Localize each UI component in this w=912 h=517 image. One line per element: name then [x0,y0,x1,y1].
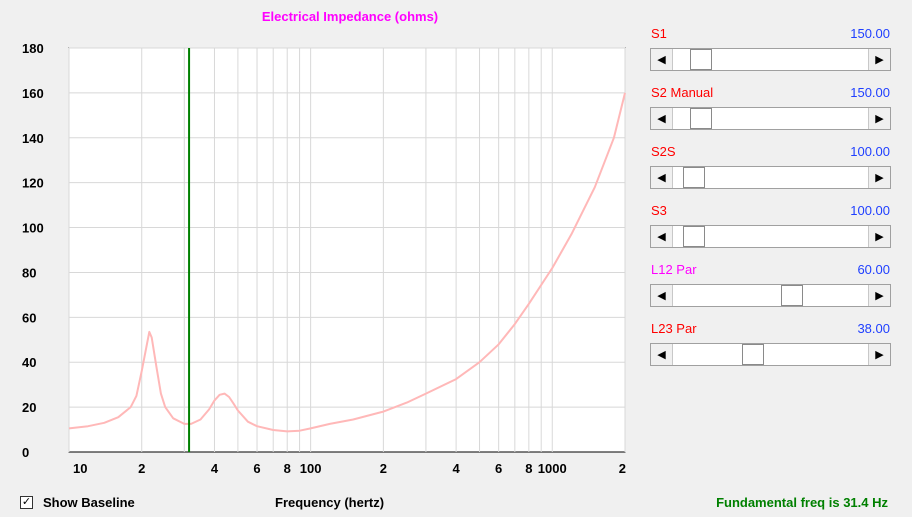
slider-scrollbar[interactable]: ◀ ▶ [650,107,891,130]
scroll-left-button[interactable]: ◀ [651,108,673,129]
y-tick-label: 160 [22,86,44,101]
slider-thumb[interactable] [742,344,764,365]
x-tick-label: 8 [525,461,532,476]
x-tick-label: 6 [253,461,260,476]
fundamental-freq-status: Fundamental freq is 31.4 Hz [716,495,888,510]
scroll-right-button[interactable]: ▶ [868,167,890,188]
slider-label: S2S [651,144,676,159]
scroll-left-button[interactable]: ◀ [651,344,673,365]
show-baseline-label[interactable]: Show Baseline [43,495,135,510]
slider-value: 100.00 [850,144,890,159]
slider-scrollbar[interactable]: ◀ ▶ [650,284,891,307]
x-tick-label: 100 [300,461,322,476]
x-axis-ticks: 10 2 4 6 8 100 2 4 6 8 1000 2 [73,461,626,476]
x-tick-label: 8 [284,461,291,476]
slider-scrollbar[interactable]: ◀ ▶ [650,343,891,366]
slider-thumb[interactable] [689,49,712,70]
slider-value: 60.00 [857,262,890,277]
slider-label: S1 [651,26,667,41]
slider-value: 38.00 [857,321,890,336]
y-tick-label: 0 [22,445,29,460]
x-tick-label: 2 [380,461,387,476]
slider-label: S2 Manual [651,85,714,100]
scroll-right-button[interactable]: ▶ [868,49,890,70]
y-tick-label: 100 [22,221,44,236]
y-tick-label: 120 [22,176,44,191]
slider-thumb[interactable] [689,108,712,129]
slider-thumb[interactable] [682,167,705,188]
slider-label: S3 [651,203,667,218]
grid-lines [68,47,626,452]
x-axis-title: Frequency (hertz) [275,495,385,510]
slider-thumb[interactable] [682,226,705,247]
slider-thumb[interactable] [780,285,803,306]
y-tick-label: 180 [22,41,44,56]
slider-label: L23 Par [651,321,697,336]
y-tick-label: 140 [22,131,44,146]
scroll-left-button[interactable]: ◀ [651,226,673,247]
scroll-right-button[interactable]: ▶ [868,285,890,306]
x-tick-label: 4 [452,461,460,476]
scroll-right-button[interactable]: ▶ [868,344,890,365]
x-tick-label: 4 [211,461,219,476]
x-tick-label: 2 [138,461,145,476]
x-tick-label: 6 [495,461,502,476]
scroll-left-button[interactable]: ◀ [651,167,673,188]
scroll-left-button[interactable]: ◀ [651,285,673,306]
chart-title: Electrical Impedance (ohms) [261,9,439,24]
slider-scrollbar[interactable]: ◀ ▶ [650,166,891,189]
y-tick-label: 60 [22,310,36,325]
slider-value: 150.00 [850,26,890,41]
impedance-series [68,92,626,433]
show-baseline-checkbox[interactable]: ✓ [20,496,33,509]
scroll-right-button[interactable]: ▶ [868,226,890,247]
x-tick-label: 2 [619,461,626,476]
slider-scrollbar[interactable]: ◀ ▶ [650,225,891,248]
y-tick-label: 40 [22,355,36,370]
x-tick-label: 1000 [538,461,567,476]
y-tick-label: 20 [22,400,36,415]
show-baseline-row[interactable]: ✓ Show Baseline [20,495,135,510]
y-tick-label: 80 [22,265,36,280]
slider-value: 100.00 [850,203,890,218]
scroll-left-button[interactable]: ◀ [651,49,673,70]
y-axis-ticks: 0 20 40 60 80 100 120 140 160 180 [22,41,44,460]
impedance-curve [68,92,626,433]
scroll-right-button[interactable]: ▶ [868,108,890,129]
slider-label: L12 Par [651,262,697,277]
slider-value: 150.00 [850,85,890,100]
x-tick-label: 10 [73,461,87,476]
slider-scrollbar[interactable]: ◀ ▶ [650,48,891,71]
